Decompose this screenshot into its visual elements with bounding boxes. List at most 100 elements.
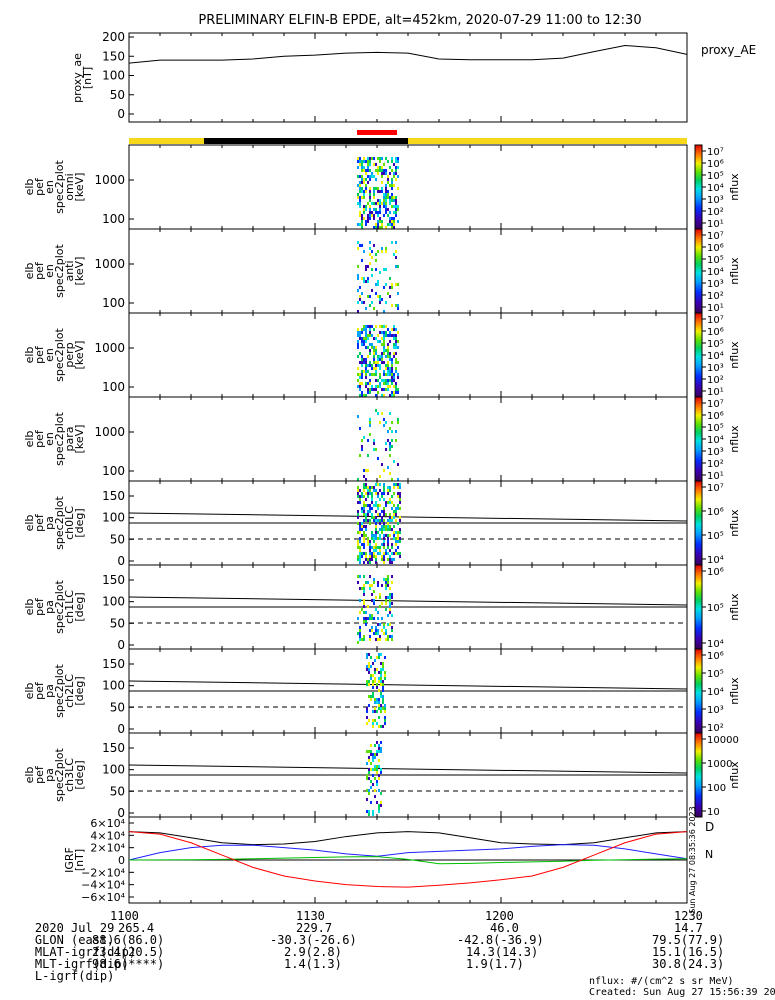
spec-pixel [361, 220, 363, 223]
colorbar-tick-label: 10⁶ [707, 243, 724, 254]
spec-pixel [361, 340, 363, 343]
spec-pixel [367, 265, 369, 268]
spec-pixel [365, 334, 367, 337]
spec-pixel [361, 223, 363, 226]
pa-pixel [378, 701, 380, 704]
pa-pixel [393, 534, 395, 537]
pa-pixel [378, 716, 380, 719]
spec-pixel [391, 358, 393, 361]
pa-pixel [371, 584, 373, 587]
pa-tick-label: 100 [102, 511, 125, 525]
pa-pixel [368, 668, 370, 671]
spec-pixel [397, 346, 399, 349]
spec-pixel [361, 187, 363, 190]
pa-pixel [399, 528, 401, 531]
colorbar-tick-label: 10⁵ [707, 255, 724, 266]
spec-pixel [369, 199, 371, 202]
pa-pixel [378, 777, 380, 780]
spec-pixel [377, 412, 379, 415]
spec-pixel [367, 346, 369, 349]
spec-pixel [357, 241, 359, 244]
colorbar-tick-label: 10³ [707, 363, 724, 374]
pa-pixel [363, 552, 365, 555]
pa-pixel [363, 525, 365, 528]
pa-pixel [370, 698, 372, 701]
pa-pixel [380, 801, 382, 804]
spec-pixel [369, 178, 371, 181]
created-note: Created: Sun Aug 27 15:56:39 2023 [589, 987, 775, 998]
pa-pixel [365, 525, 367, 528]
spec-pixel [377, 169, 379, 172]
pa-pixel [367, 581, 369, 584]
pa-pixel [375, 543, 377, 546]
spec-pixel [395, 346, 397, 349]
spec-pixel [387, 175, 389, 178]
pa-pixel [373, 599, 375, 602]
spec-pixel [373, 193, 375, 196]
spec-pixel [357, 166, 359, 169]
pa-pixel [393, 516, 395, 519]
pa-pixel [378, 725, 380, 728]
spec-pixel [387, 430, 389, 433]
pa-pixel [381, 528, 383, 531]
colorbar-tick-label: 10⁴ [707, 267, 724, 278]
spec-pixel [377, 202, 379, 205]
plot-title: PRELIMINARY ELFIN-B EPDE, alt=452km, 202… [198, 13, 641, 28]
pa-pixel [385, 513, 387, 516]
pa-pixel [365, 558, 367, 561]
pa-pixel [385, 632, 387, 635]
spec-pixel [397, 376, 399, 379]
spec-pixel [383, 163, 385, 166]
pa-pixel [363, 620, 365, 623]
spec-pixel [389, 202, 391, 205]
xlabel-row-name: L-igrf(dip) [34, 969, 115, 983]
spec-pixel [385, 172, 387, 175]
pa-pixel [383, 522, 385, 525]
pa-pixel [373, 581, 375, 584]
proxy-ae-ylabel: proxy_ae [71, 53, 84, 103]
colorbar-tick-label: 10⁴ [707, 639, 724, 650]
spec-pixel [367, 454, 369, 457]
spec-pixel [395, 385, 397, 388]
pa-pixel [385, 528, 387, 531]
pa-pixel [374, 710, 376, 713]
spec-pixel [367, 214, 369, 217]
spec-pixel [377, 190, 379, 193]
spec-pixel [361, 181, 363, 184]
pa-pixel [383, 525, 385, 528]
pa-pixel [359, 522, 361, 525]
pa-pixel [365, 534, 367, 537]
spec-pixel [369, 262, 371, 265]
pa-pixel [391, 614, 393, 617]
colorbar-tick-label: 10³ [707, 705, 724, 716]
spec-pixel [361, 160, 363, 163]
pa-ylabel: pa [43, 768, 56, 782]
pa-pixel [372, 722, 374, 725]
spec-pixel [377, 199, 379, 202]
pa-pixel [365, 617, 367, 620]
spec-pixel [363, 337, 365, 340]
spec-pixel [357, 265, 359, 268]
spec-pixel [383, 334, 385, 337]
spec-pixel [359, 295, 361, 298]
colorbar-tick-label: 10³ [707, 447, 724, 458]
pa-pixel [374, 707, 376, 710]
pa-pixel [387, 614, 389, 617]
xlabel-row-0: 2020 Jul 29 [6, 910, 114, 946]
pa-pixel [379, 638, 381, 641]
pa-pixel [385, 584, 387, 587]
spec-pixel [387, 181, 389, 184]
pa-pixel [376, 668, 378, 671]
pa-pixel [371, 558, 373, 561]
pa-pixel [363, 531, 365, 534]
spec-pixel [365, 205, 367, 208]
pa-pixel [380, 725, 382, 728]
spec-tick-label: 1000 [94, 341, 125, 355]
spec-pixel [389, 367, 391, 370]
spec-pixel [391, 379, 393, 382]
pa-pixel [384, 656, 386, 659]
spec-pixel [369, 190, 371, 193]
spec-pixel [371, 346, 373, 349]
pa-pixel [366, 722, 368, 725]
pa-pixel [387, 575, 389, 578]
